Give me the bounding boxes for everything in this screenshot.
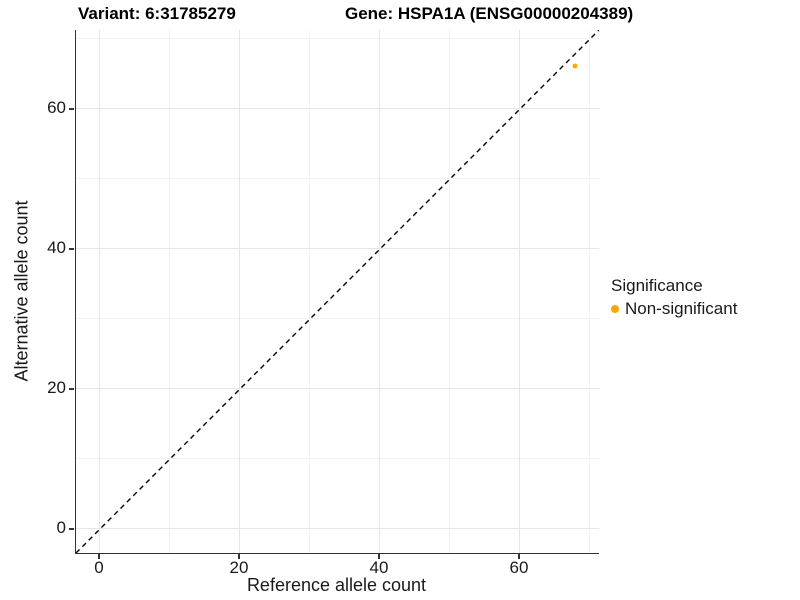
gridline — [76, 178, 599, 179]
gridline — [76, 38, 599, 39]
y-tick-label: 20 — [47, 378, 66, 397]
gridline — [76, 318, 599, 319]
gridline — [449, 30, 450, 553]
y-tick-label: 60 — [47, 98, 66, 117]
gridline — [239, 30, 240, 553]
x-tick-mark — [98, 554, 100, 559]
x-axis-title: Reference allele count — [246, 575, 427, 595]
y-axis-title: Alternative allele count — [11, 200, 32, 382]
plot-canvas — [76, 30, 599, 553]
gridline — [379, 30, 380, 553]
y-tick-mark — [69, 108, 74, 110]
plot-title-variant: Variant: 6:31785279 — [78, 4, 236, 23]
y-tick-mark — [69, 528, 74, 530]
x-tick-label: 60 — [509, 558, 529, 577]
legend-item-label: Non-significant — [625, 299, 738, 318]
data-point — [572, 63, 578, 69]
gridline — [76, 528, 599, 529]
legend-point-icon — [611, 305, 619, 313]
y-tick-mark — [69, 248, 74, 250]
plot-title-gene: Gene: HSPA1A (ENSG00000204389) — [345, 4, 634, 23]
gridline — [76, 388, 599, 389]
gridline — [76, 108, 599, 109]
gridline — [76, 458, 599, 459]
y-tick-label: 40 — [47, 238, 66, 257]
legend-title: Significance — [611, 276, 703, 295]
x-tick-mark — [238, 554, 240, 559]
x-tick-label: 0 — [94, 558, 104, 577]
identity-dashed-line — [76, 30, 599, 553]
plot-panel — [75, 30, 599, 554]
y-tick-label: 0 — [56, 518, 66, 537]
gridline — [169, 30, 170, 553]
gridline — [99, 30, 100, 553]
gridline — [76, 248, 599, 249]
legend-item: Non-significant — [611, 299, 737, 319]
gridline — [519, 30, 520, 553]
gridline — [589, 30, 590, 553]
gridline — [309, 30, 310, 553]
x-tick-mark — [518, 554, 520, 559]
x-tick-label: 40 — [369, 558, 389, 577]
x-tick-label: 20 — [229, 558, 249, 577]
x-tick-mark — [378, 554, 380, 559]
y-tick-mark — [69, 388, 74, 390]
legend: Significance Non-significant — [611, 276, 737, 319]
